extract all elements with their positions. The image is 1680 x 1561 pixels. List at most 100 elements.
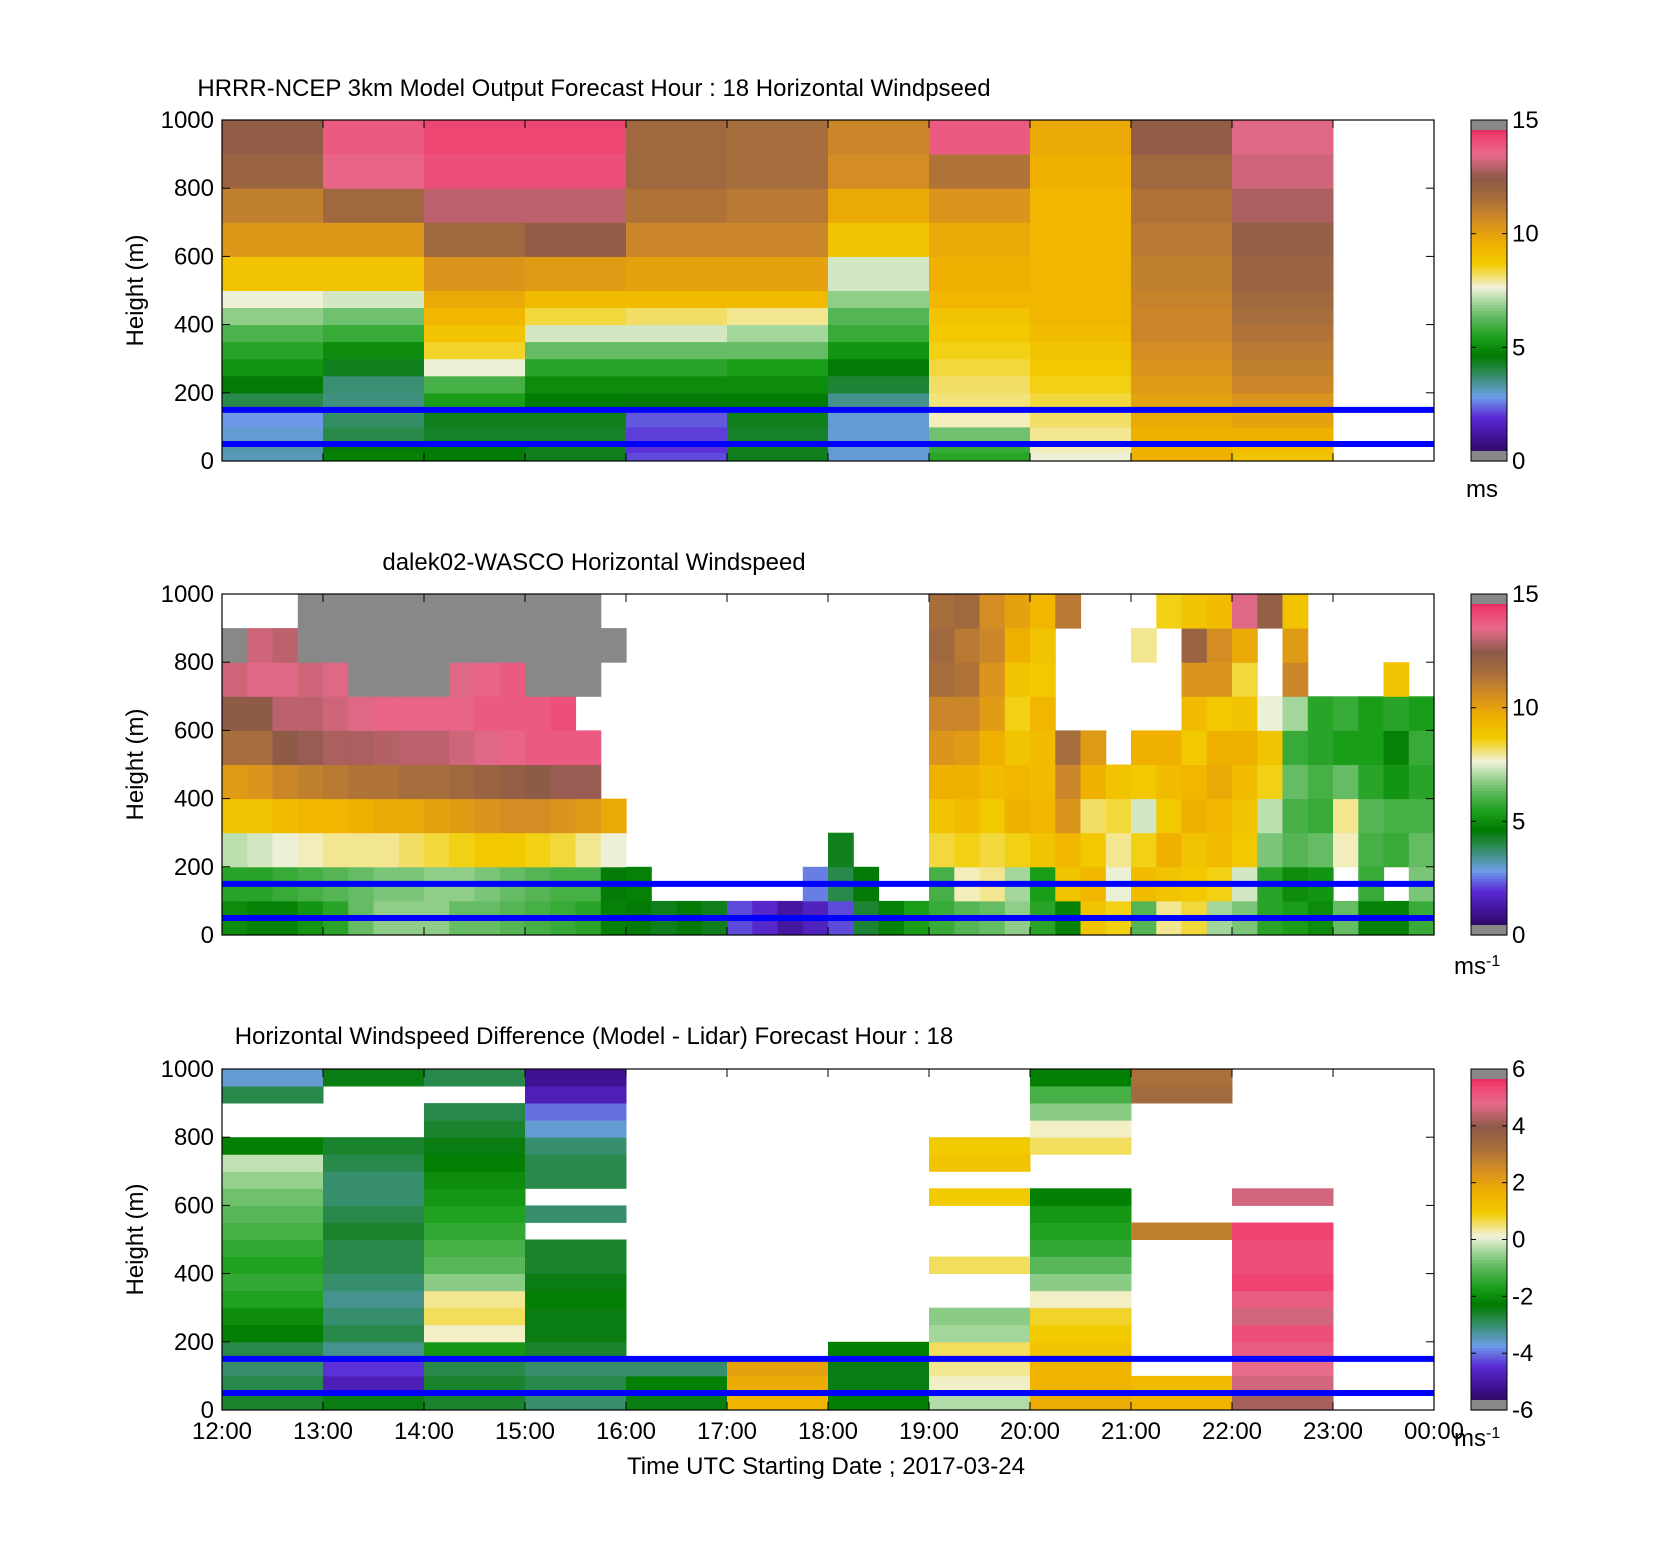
colorbar-segment [1471,736,1507,740]
heatmap-cell [499,764,526,800]
heatmap-cell [1282,594,1309,629]
chart-title: Horizontal Windspeed Difference (Model -… [235,1023,954,1050]
heatmap-cell [954,730,981,765]
heatmap-cell [1131,324,1233,343]
colorbar-segment [1471,625,1507,629]
heatmap-cell [525,375,627,394]
heatmap-cell [348,594,375,629]
heatmap-cell [727,409,829,428]
colorbar-segment [1471,792,1507,797]
heatmap-cell [1358,832,1385,868]
heatmap-cell [1030,426,1132,445]
heatmap-cell [222,1324,324,1343]
heatmap-cell [424,120,526,155]
heatmap-cell [1030,154,1132,189]
colorbar-unit: ms-1 [1454,1425,1500,1453]
heatmap-cell [525,324,627,343]
heatmap-cell [1030,662,1056,697]
colorbar-segment [1471,1171,1507,1175]
heatmap-cell [727,341,829,360]
colorbar-segment [1471,1384,1507,1388]
heatmap-cell [525,1324,627,1343]
heatmap-cell [398,628,425,663]
colorbar-segment [1471,293,1507,297]
colorbar-segment [1471,284,1507,289]
colorbar-segment [1471,1313,1507,1317]
heatmap-cell [1030,1256,1132,1274]
heatmap-cell [1181,832,1208,868]
heatmap-cell [424,307,526,326]
heatmap-cell [1181,662,1208,697]
colorbar-segment [1471,1205,1507,1209]
colorbar-segment [1471,829,1507,834]
colorbar-segment [1471,616,1507,621]
heatmap-cell [1333,764,1359,800]
heatmap-cell [1408,764,1435,800]
heatmap-cell [1080,832,1107,868]
heatmap-cell [929,375,1031,394]
heatmap-cell [1030,1341,1132,1360]
heatmap-cell [1004,662,1031,697]
heatmap-cell [297,730,324,765]
colorbar-segment [1471,716,1507,720]
colorbar-segment [1471,1176,1507,1181]
heatmap-cell [525,1375,627,1394]
colorbar-segment [1471,421,1507,425]
colorbar-segment [1471,1100,1507,1104]
colorbar-segment [1471,682,1507,686]
heatmap-cell [323,256,425,291]
heatmap-cell [929,1154,1031,1172]
colorbar-segment [1471,347,1507,351]
heatmap-cell [1181,628,1208,663]
heatmap-cell [550,594,577,629]
heatmap-cell [954,764,981,800]
colorbar-segment [1471,628,1507,632]
heatmap-cell [929,1358,1031,1377]
heatmap-cell [1232,628,1258,663]
heatmap-cell [222,1375,324,1394]
heatmap-cell [550,628,577,663]
colorbar-segment [1471,903,1507,908]
colorbar-segment [1471,196,1507,201]
x-tick-label: 12:00 [192,1418,252,1445]
heatmap-cell [348,798,375,834]
heatmap-cells [222,120,1334,462]
heatmap-cell [929,628,955,663]
heatmap-cell [626,452,728,462]
colorbar-segment [1471,407,1507,411]
heatmap-cell [1055,730,1082,765]
heatmap-cell [626,324,728,343]
heatmap-cell [525,1069,627,1087]
heatmap-cell [499,662,526,697]
heatmap-cell [449,764,476,800]
heatmap-cell [626,409,728,428]
heatmap-cell [1030,307,1132,326]
colorbar-segment [1471,687,1507,692]
heatmap-cell [929,1341,1031,1360]
colorbar-segment [1471,1213,1507,1218]
colorbar-segment [1471,650,1507,655]
heatmap-cell [828,375,930,394]
colorbar-segment [1471,429,1507,434]
heatmap-cell [525,1154,627,1172]
colorbar-segment [1471,1250,1507,1255]
heatmap-cell [1232,154,1334,189]
colorbar-segment [1471,630,1507,635]
heatmap-cell [1232,1239,1334,1257]
colorbar-segment [1471,1077,1507,1081]
heatmap-cell [828,154,930,189]
heatmap-cell [1030,341,1132,360]
colorbar-segment [1471,1319,1507,1323]
colorbar-segment [1471,721,1507,726]
colorbar-segment [1471,818,1507,822]
colorbar-segment [1471,730,1507,734]
heatmap-cell [575,832,602,868]
y-axis-ticks: 0 200 400 600 800 1000 [161,581,1434,949]
heatmap-cell [1030,452,1132,462]
colorbar-segment [1471,159,1507,164]
colorbar-segment [1471,710,1507,714]
colorbar-segment [1471,225,1507,229]
heatmap-cell [424,1375,526,1394]
heatmap-cell [222,1341,324,1360]
colorbar-segment [1471,1228,1507,1232]
